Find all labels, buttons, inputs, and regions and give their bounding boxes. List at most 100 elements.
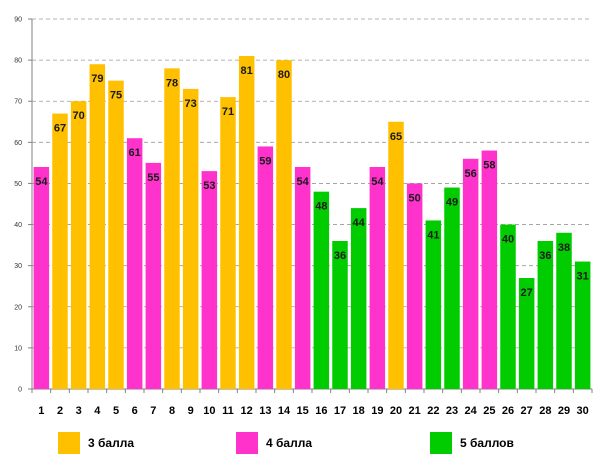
bar (220, 97, 236, 389)
legend-item-4-balla: 4 балла (236, 432, 312, 454)
bar (481, 150, 498, 389)
legend-swatch-4-balla (236, 432, 258, 454)
x-tick-label: 8 (169, 405, 175, 417)
legend-item-3-balla: 3 балла (58, 432, 134, 454)
data-label: 80 (278, 69, 290, 81)
bar (108, 80, 124, 390)
bar (294, 167, 311, 389)
x-tick-label: 29 (558, 405, 570, 417)
bar (406, 183, 423, 389)
x-tick-label: 19 (371, 405, 383, 417)
x-tick-label: 23 (446, 405, 458, 417)
bar (70, 101, 87, 389)
bar (350, 208, 367, 389)
x-tick-label: 4 (94, 405, 101, 417)
x-tick-label: 5 (113, 405, 119, 417)
bar (556, 232, 572, 389)
y-tick-label: 90 (14, 17, 22, 24)
x-tick-label: 1 (38, 405, 44, 417)
y-tick-label: 30 (14, 263, 22, 270)
legend-swatch-3-balla (58, 432, 80, 454)
data-label: 41 (427, 229, 439, 241)
data-label: 75 (110, 90, 122, 102)
y-tick-label: 10 (14, 345, 22, 352)
x-tick-label: 30 (577, 405, 589, 417)
bars (33, 56, 591, 390)
x-tick-label: 24 (465, 405, 478, 417)
data-label: 36 (334, 250, 346, 262)
x-tick-label: 10 (203, 405, 215, 417)
bar (313, 191, 330, 389)
data-label: 50 (409, 192, 421, 204)
x-tick-label: 2 (57, 405, 63, 417)
x-tick-label: 3 (76, 405, 82, 417)
x-tick-label: 16 (315, 405, 327, 417)
axes (28, 18, 593, 393)
bar (164, 68, 180, 389)
data-label: 54 (297, 176, 310, 188)
x-tick-label: 15 (297, 405, 309, 417)
y-tick-label: 50 (14, 181, 22, 188)
y-tick-label: 40 (14, 222, 22, 229)
bar (257, 146, 274, 389)
data-label: 54 (35, 176, 48, 188)
bar (537, 241, 554, 389)
bar (500, 224, 516, 389)
x-tick-label: 12 (241, 405, 253, 417)
legend-label: 4 балла (266, 436, 313, 450)
legend-item-5-ballov: 5 баллов (430, 432, 514, 454)
data-label: 27 (521, 287, 533, 299)
x-tick-label: 26 (502, 405, 514, 417)
y-axis-ticks: 0 10 20 30 40 50 60 70 80 90 (14, 17, 22, 394)
bar (462, 158, 479, 389)
x-tick-label: 28 (539, 405, 551, 417)
data-labels: 54 67 70 79 75 61 55 78 73 53 71 81 59 80 54 48 36 44 54 65… (35, 65, 589, 299)
y-tick-label: 70 (14, 99, 22, 106)
bar (276, 60, 292, 389)
bar (33, 167, 50, 389)
data-label: 71 (222, 106, 234, 118)
data-label: 61 (129, 147, 141, 159)
x-tick-label: 27 (521, 405, 533, 417)
data-label: 48 (315, 201, 327, 213)
data-label: 40 (502, 234, 514, 246)
bar (332, 241, 348, 389)
bar (444, 187, 460, 389)
data-label: 67 (54, 123, 66, 135)
x-tick-label: 25 (483, 405, 495, 417)
data-label: 79 (91, 73, 103, 85)
bar (52, 113, 68, 390)
bar (425, 220, 442, 389)
data-label: 81 (241, 65, 253, 77)
data-label: 36 (539, 250, 551, 262)
x-tick-label: 21 (409, 405, 421, 417)
data-label: 55 (147, 172, 159, 184)
y-tick-label: 80 (14, 58, 22, 65)
x-axis-ticks: 1 2 3 4 5 6 7 8 9 10 11 12 13 14 15 16 17 18 19 20 21 22 23 24 2… (38, 405, 589, 417)
x-tick-label: 17 (334, 405, 346, 417)
y-tick-label: 20 (14, 304, 22, 311)
bar (89, 64, 106, 389)
x-tick-label: 22 (427, 405, 439, 417)
bar (201, 171, 218, 389)
data-label: 49 (446, 197, 458, 209)
legend-label: 5 баллов (460, 436, 514, 450)
data-label: 31 (577, 271, 589, 283)
bar (238, 56, 255, 389)
bar (182, 88, 199, 389)
data-label: 38 (558, 242, 570, 254)
data-label: 56 (465, 168, 477, 180)
data-label: 53 (203, 180, 215, 192)
bar (126, 138, 143, 389)
x-tick-label: 13 (259, 405, 271, 417)
data-label: 54 (371, 176, 384, 188)
legend-swatch-5-ballov (430, 432, 452, 454)
x-tick-label: 7 (150, 405, 156, 417)
bar (145, 162, 162, 389)
bar (388, 121, 404, 390)
data-label: 78 (166, 77, 178, 89)
y-tick-label: 60 (14, 140, 22, 147)
x-tick-label: 9 (188, 405, 194, 417)
x-tick-label: 20 (390, 405, 402, 417)
